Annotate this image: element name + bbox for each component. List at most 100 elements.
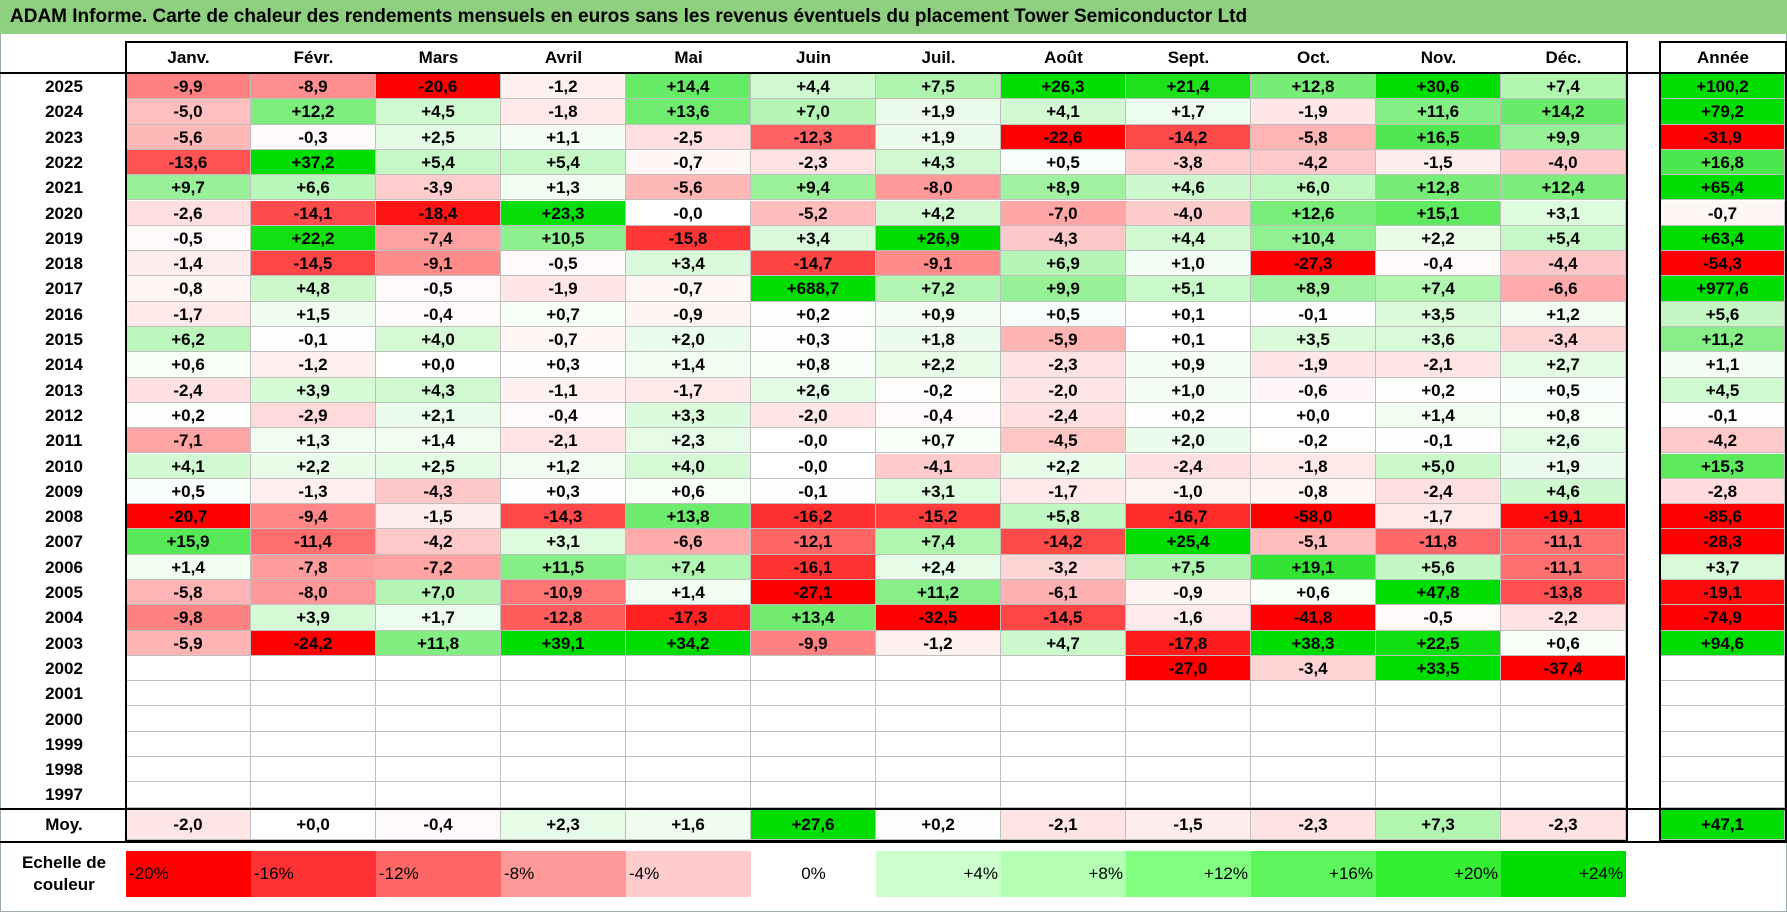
heatmap-cell: -17,3 (626, 605, 751, 631)
heatmap-cell: +0,6 (1251, 580, 1376, 606)
heatmap-cell (1376, 757, 1501, 783)
heatmap-cell: -0,5 (1376, 605, 1501, 631)
heatmap-cell: +2,5 (376, 124, 501, 150)
heatmap-cell: +4,7 (1001, 630, 1126, 656)
heatmap-cell: -0,0 (626, 200, 751, 226)
heatmap-cell: +2,0 (626, 327, 751, 353)
year-column-header: Année (1697, 48, 1749, 67)
heatmap-cell: -2,4 (1126, 453, 1251, 479)
heatmap-cell: -7,4 (376, 225, 501, 252)
heatmap-cell: -2,3 (751, 149, 876, 176)
heatmap-cell: +1,9 (876, 124, 1001, 150)
average-cell: +7,3 (1376, 810, 1501, 840)
heatmap-cell: -14,1 (251, 200, 376, 226)
heatmap-cell: +0,3 (751, 327, 876, 353)
heatmap-cell (751, 757, 876, 783)
year-label: 2023 (45, 127, 83, 147)
annual-cell: -28,3 (1661, 529, 1785, 555)
heatmap-cell: -0,4 (501, 402, 626, 429)
heatmap-cell: +10,4 (1251, 225, 1376, 252)
color-scale-swatch: -4% (626, 851, 751, 897)
month-header: Août (1044, 48, 1083, 67)
heatmap-cell (1001, 655, 1126, 682)
heatmap-cell: +3,1 (876, 478, 1001, 505)
heatmap-cell: -16,1 (751, 554, 876, 580)
heatmap-cell: -2,3 (1001, 352, 1126, 378)
heatmap-cell: +13,6 (626, 99, 751, 125)
month-header: Mars (418, 48, 459, 67)
heatmap-cell: -58,0 (1251, 504, 1376, 530)
heatmap-cell: +0,0 (1251, 402, 1376, 429)
heatmap-cell (751, 782, 876, 808)
year-label: 1999 (45, 734, 83, 754)
year-label: 2014 (45, 355, 83, 375)
heatmap-cell: -1,8 (501, 99, 626, 125)
heatmap-cell: -4,1 (876, 453, 1001, 479)
heatmap-cell: -13,8 (1501, 580, 1626, 606)
heatmap-cell: +7,4 (1376, 276, 1501, 302)
heatmap-cell: +2,2 (1001, 453, 1126, 479)
heatmap-cell: +5,1 (1126, 276, 1251, 302)
heatmap-cell: +2,1 (376, 402, 501, 429)
heatmap-cell: +26,9 (876, 225, 1001, 252)
heatmap-cell: -13,6 (126, 149, 251, 176)
heatmap-cell: -8,9 (251, 74, 376, 100)
heatmap-cell: -1,2 (501, 74, 626, 100)
heatmap-cell: -0,8 (126, 276, 251, 302)
heatmap-cell (876, 757, 1001, 783)
heatmap-cell (1001, 706, 1126, 732)
heatmap-cell: +22,5 (1376, 630, 1501, 656)
heatmap-cell: -0,4 (376, 301, 501, 327)
heatmap-cell (626, 655, 751, 682)
heatmap-cell: +4,3 (376, 377, 501, 403)
color-scale-swatch: +4% (876, 851, 1001, 897)
heatmap-cell: -2,0 (751, 402, 876, 429)
heatmap-cell: -20,7 (126, 504, 251, 530)
heatmap-cell: -0,2 (1251, 428, 1376, 454)
heatmap-cell: -27,1 (751, 580, 876, 606)
heatmap-cell: -12,1 (751, 529, 876, 555)
heatmap-cell: +10,5 (501, 225, 626, 252)
heatmap-cell: -0,5 (501, 251, 626, 277)
heatmap-cell: +1,7 (376, 605, 501, 631)
heatmap-cell: -5,9 (126, 630, 251, 656)
heatmap-cell: +2,3 (626, 428, 751, 454)
annual-cell: +79,2 (1661, 99, 1785, 125)
heatmap-cell (1126, 731, 1251, 758)
heatmap-cell: -22,6 (1001, 124, 1126, 150)
heatmap-cell: -7,1 (126, 428, 251, 454)
color-scale-swatch: -16% (251, 851, 376, 897)
heatmap-cell: -27,3 (1251, 251, 1376, 277)
heatmap-cell: +1,5 (251, 301, 376, 327)
year-label: 2003 (45, 633, 83, 653)
heatmap-cell: -2,1 (501, 428, 626, 454)
heatmap-cell: +2,5 (376, 453, 501, 479)
heatmap-cell: -4,0 (1501, 149, 1626, 176)
heatmap-cell (126, 681, 251, 707)
heatmap-cell: -14,5 (1001, 605, 1126, 631)
average-divider (0, 808, 1787, 810)
heatmap-cell: +4,5 (376, 99, 501, 125)
annual-cell: +977,6 (1661, 276, 1785, 302)
annual-cell (1661, 757, 1785, 783)
annual-cell: +11,2 (1661, 327, 1785, 353)
heatmap-cell: +8,9 (1001, 175, 1126, 201)
heatmap-cell (251, 706, 376, 732)
heatmap-cell: -20,6 (376, 74, 501, 100)
heatmap-cell: +1,0 (1126, 377, 1251, 403)
heatmap-cell: -6,6 (626, 529, 751, 555)
month-header: Juil. (921, 48, 956, 67)
annual-average-cell: +47,1 (1661, 810, 1785, 840)
heatmap-cell (751, 681, 876, 707)
heatmap-cell (251, 655, 376, 682)
year-label: 2010 (45, 456, 83, 476)
heatmap-cell: -1,7 (1376, 504, 1501, 530)
month-header: Sept. (1167, 48, 1210, 67)
heatmap-cell (751, 731, 876, 758)
year-label: 2015 (45, 330, 83, 349)
heatmap-cell (126, 782, 251, 808)
heatmap-cell: +0,3 (501, 352, 626, 378)
heatmap-cell: -0,1 (1251, 301, 1376, 327)
heatmap-cell: +0,5 (126, 478, 251, 505)
heatmap-cell: -12,3 (751, 124, 876, 150)
